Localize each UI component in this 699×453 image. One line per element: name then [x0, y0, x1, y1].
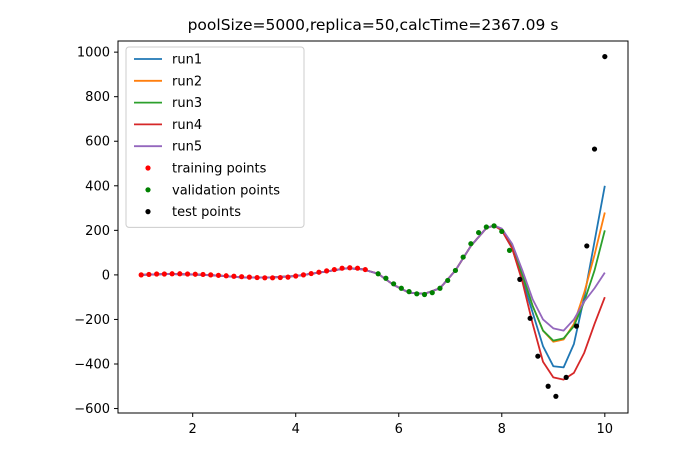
training-points-marker	[146, 271, 152, 278]
validation-points-marker	[406, 289, 412, 295]
legend-swatch-test-points	[145, 209, 151, 215]
legend-label-validation-points: validation points	[172, 183, 280, 198]
legend-label-run5: run5	[172, 140, 202, 155]
test-points-marker	[573, 323, 580, 329]
legend-label-training-points: training points	[172, 162, 267, 177]
validation-points-marker	[445, 277, 451, 284]
series-line-run5	[141, 224, 606, 332]
training-points-marker	[262, 275, 268, 281]
training-points-marker	[316, 269, 322, 275]
training-points-marker	[293, 273, 299, 279]
training-points-marker	[339, 265, 345, 271]
legend-swatch-validation-points	[145, 187, 151, 193]
training-points-marker	[300, 272, 307, 278]
test-points-marker	[517, 276, 523, 282]
training-points-marker	[215, 272, 222, 278]
validation-points-marker	[375, 271, 381, 277]
training-points-marker	[308, 270, 314, 277]
training-points-marker	[231, 273, 237, 279]
training-points-marker	[362, 266, 368, 273]
training-points-marker	[154, 271, 160, 277]
y-tick-label: 0	[102, 268, 110, 283]
y-tick-label: 600	[85, 135, 110, 150]
legend-label-test-points: test points	[172, 205, 241, 220]
training-points-marker	[169, 271, 175, 277]
training-points-marker	[254, 274, 260, 281]
legend-label-run2: run2	[172, 74, 202, 89]
training-points-marker	[324, 268, 330, 274]
validation-points-marker	[506, 247, 513, 253]
x-tick-label: 2	[189, 422, 197, 437]
validation-points-marker	[452, 267, 459, 274]
validation-points-marker	[414, 291, 420, 297]
y-tick-label: −200	[74, 313, 110, 328]
test-points-marker	[545, 383, 551, 389]
x-tick-label: 6	[395, 422, 403, 437]
training-points-marker	[184, 271, 191, 277]
test-points-marker	[563, 374, 569, 380]
validation-points-marker	[429, 290, 435, 296]
training-points-marker	[246, 274, 252, 280]
training-points-marker	[277, 274, 283, 281]
y-tick-label: −600	[74, 402, 110, 417]
legend-label-run4: run4	[172, 118, 202, 133]
test-points-marker	[535, 353, 541, 359]
test-points-marker	[584, 243, 590, 249]
legend-label-run1: run1	[172, 53, 202, 68]
validation-points-marker	[460, 254, 466, 260]
x-tick-label: 10	[597, 422, 614, 437]
training-points-marker	[192, 271, 198, 277]
test-points-marker	[591, 146, 598, 152]
training-points-marker	[161, 271, 167, 277]
legend-box	[125, 46, 305, 228]
training-points-marker	[239, 274, 245, 280]
validation-points-marker	[391, 281, 397, 287]
validation-points-marker	[491, 223, 497, 229]
test-points-marker	[602, 53, 608, 60]
validation-points-marker	[398, 285, 404, 291]
y-tick-label: 200	[85, 224, 110, 239]
training-points-marker	[354, 265, 361, 271]
x-tick-label: 4	[292, 422, 300, 437]
y-tick-label: 800	[85, 90, 110, 105]
x-tick-label: 8	[498, 422, 506, 437]
training-points-marker	[223, 273, 229, 279]
validation-points-marker	[468, 241, 474, 247]
training-points-marker	[200, 271, 206, 278]
validation-points-marker	[383, 275, 389, 281]
training-points-marker	[269, 275, 276, 281]
training-points-marker	[285, 274, 291, 280]
training-points-marker	[177, 271, 183, 277]
training-points-marker	[347, 265, 353, 271]
legend: run1 run2 run3 run4 run5 training points valid…	[125, 46, 305, 228]
y-tick-label: 1000	[77, 46, 110, 61]
chart-title: poolSize=5000,replica=50,calcTime=2367.0…	[188, 16, 559, 34]
validation-points-marker	[421, 291, 428, 298]
validation-points-marker	[499, 228, 505, 235]
validation-points-marker	[476, 229, 482, 236]
validation-points-marker	[483, 224, 489, 230]
y-tick-label: −400	[74, 357, 110, 372]
plot-frame	[117, 40, 629, 414]
training-points-marker	[138, 272, 144, 278]
legend-label-run3: run3	[172, 96, 202, 111]
y-tick-label: 400	[85, 179, 110, 194]
training-points-marker	[208, 272, 214, 278]
test-points-marker	[553, 393, 559, 399]
training-points-marker	[331, 266, 337, 273]
validation-points-marker	[437, 285, 443, 291]
test-points-marker	[527, 315, 533, 321]
legend-swatch-training-points	[145, 165, 151, 171]
